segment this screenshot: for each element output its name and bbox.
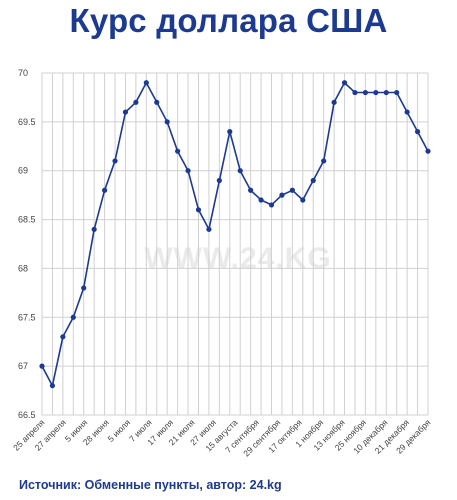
data-point (321, 158, 327, 164)
data-point (279, 192, 285, 198)
y-tick-label: 68 (18, 263, 28, 273)
data-point (154, 99, 160, 105)
data-point (143, 80, 149, 86)
y-tick-label: 67 (18, 361, 28, 371)
data-point (133, 99, 139, 105)
series (39, 80, 431, 389)
data-point (227, 129, 233, 135)
y-tick-label: 69 (18, 166, 28, 176)
data-point (112, 158, 118, 164)
data-point (383, 89, 389, 96)
data-point (248, 187, 254, 193)
data-point (237, 168, 243, 174)
data-point (331, 99, 337, 105)
data-point (414, 129, 421, 135)
data-point (49, 383, 56, 389)
data-point (394, 89, 400, 96)
data-point (91, 226, 97, 232)
data-point (101, 187, 108, 193)
data-point (164, 119, 170, 125)
y-axis: 66.5 67 67.5 68 68.5 69 69.5 70 (18, 68, 36, 420)
data-point (300, 197, 306, 203)
data-point (289, 187, 295, 193)
data-point (206, 226, 212, 232)
data-point (60, 334, 66, 340)
y-tick-label: 70 (18, 68, 28, 78)
data-point (81, 285, 87, 291)
y-tick-label: 67.5 (18, 312, 36, 322)
data-point (122, 109, 129, 115)
data-point (352, 89, 358, 96)
chart-title: Курс доллара США (69, 2, 388, 39)
data-point (39, 363, 45, 369)
data-point (362, 89, 369, 96)
y-tick-label: 66.5 (18, 410, 36, 420)
x-tick-label: 5 июля (106, 417, 133, 444)
data-point (216, 177, 222, 184)
y-tick-label: 68.5 (18, 215, 36, 225)
chart-grid (41, 72, 429, 416)
data-point (175, 148, 181, 154)
data-point (373, 89, 379, 96)
data-point (195, 207, 202, 213)
data-point (425, 148, 431, 154)
data-point (268, 202, 275, 208)
y-tick-label: 69.5 (18, 117, 36, 127)
data-point (404, 109, 410, 115)
data-point (258, 197, 264, 203)
data-point (310, 177, 316, 184)
series-line (41, 82, 429, 387)
source-note: Источник: Обменные пункты, автор: 24.kg (19, 478, 282, 492)
data-point (70, 314, 76, 320)
data-point (341, 80, 348, 86)
data-point (185, 168, 191, 174)
watermark: WWW.24.KG (144, 242, 331, 275)
